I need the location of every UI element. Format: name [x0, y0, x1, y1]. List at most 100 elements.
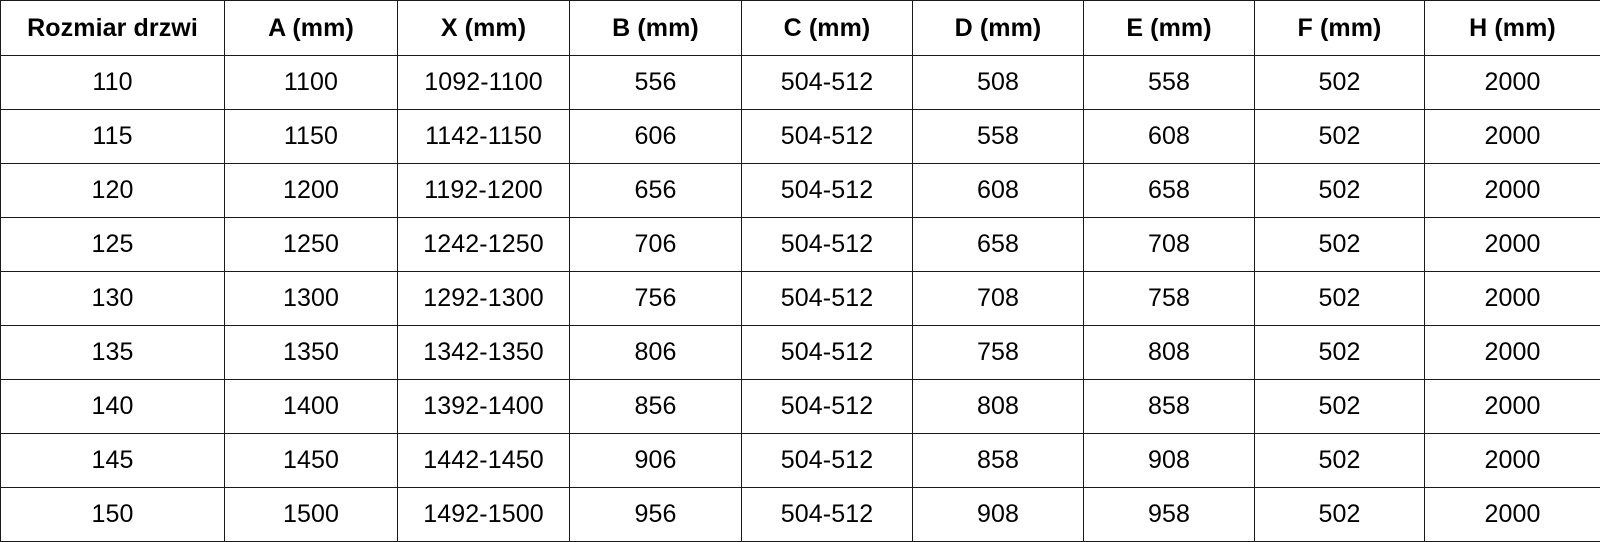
cell-e: 758: [1084, 272, 1255, 326]
cell-c: 504-512: [742, 272, 913, 326]
cell-h: 2000: [1425, 488, 1600, 542]
table-row: 140 1400 1392-1400 856 504-512 808 858 5…: [1, 380, 1600, 434]
cell-f: 502: [1255, 434, 1425, 488]
column-header-h: H (mm): [1425, 1, 1600, 56]
cell-d: 508: [913, 56, 1084, 110]
cell-b: 706: [570, 218, 742, 272]
cell-d: 558: [913, 110, 1084, 164]
cell-b: 906: [570, 434, 742, 488]
cell-h: 2000: [1425, 272, 1600, 326]
column-header-d: D (mm): [913, 1, 1084, 56]
cell-d: 608: [913, 164, 1084, 218]
cell-b: 856: [570, 380, 742, 434]
cell-d: 658: [913, 218, 1084, 272]
cell-c: 504-512: [742, 110, 913, 164]
cell-h: 2000: [1425, 164, 1600, 218]
column-header-e: E (mm): [1084, 1, 1255, 56]
table-header: Rozmiar drzwi A (mm) X (mm) B (mm) C (mm…: [1, 1, 1600, 56]
cell-h: 2000: [1425, 56, 1600, 110]
cell-rozmiar-drzwi: 140: [1, 380, 225, 434]
cell-d: 758: [913, 326, 1084, 380]
column-header-a: A (mm): [225, 1, 398, 56]
cell-rozmiar-drzwi: 150: [1, 488, 225, 542]
cell-a: 1500: [225, 488, 398, 542]
cell-d: 808: [913, 380, 1084, 434]
cell-f: 502: [1255, 488, 1425, 542]
cell-f: 502: [1255, 218, 1425, 272]
cell-f: 502: [1255, 326, 1425, 380]
cell-rozmiar-drzwi: 135: [1, 326, 225, 380]
column-header-c: C (mm): [742, 1, 913, 56]
cell-rozmiar-drzwi: 110: [1, 56, 225, 110]
cell-e: 908: [1084, 434, 1255, 488]
column-header-x: X (mm): [398, 1, 570, 56]
cell-a: 1150: [225, 110, 398, 164]
cell-h: 2000: [1425, 380, 1600, 434]
cell-rozmiar-drzwi: 120: [1, 164, 225, 218]
cell-c: 504-512: [742, 326, 913, 380]
table-row: 150 1500 1492-1500 956 504-512 908 958 5…: [1, 488, 1600, 542]
cell-d: 708: [913, 272, 1084, 326]
cell-rozmiar-drzwi: 130: [1, 272, 225, 326]
cell-b: 556: [570, 56, 742, 110]
cell-e: 858: [1084, 380, 1255, 434]
cell-f: 502: [1255, 164, 1425, 218]
table-row: 115 1150 1142-1150 606 504-512 558 608 5…: [1, 110, 1600, 164]
cell-e: 808: [1084, 326, 1255, 380]
cell-f: 502: [1255, 380, 1425, 434]
cell-d: 858: [913, 434, 1084, 488]
cell-rozmiar-drzwi: 115: [1, 110, 225, 164]
cell-a: 1350: [225, 326, 398, 380]
cell-b: 956: [570, 488, 742, 542]
cell-a: 1100: [225, 56, 398, 110]
cell-a: 1450: [225, 434, 398, 488]
cell-h: 2000: [1425, 218, 1600, 272]
cell-e: 658: [1084, 164, 1255, 218]
cell-e: 608: [1084, 110, 1255, 164]
table-header-row: Rozmiar drzwi A (mm) X (mm) B (mm) C (mm…: [1, 1, 1600, 56]
cell-c: 504-512: [742, 434, 913, 488]
cell-x: 1092-1100: [398, 56, 570, 110]
cell-c: 504-512: [742, 380, 913, 434]
cell-c: 504-512: [742, 56, 913, 110]
cell-f: 502: [1255, 56, 1425, 110]
cell-x: 1492-1500: [398, 488, 570, 542]
cell-b: 806: [570, 326, 742, 380]
cell-h: 2000: [1425, 110, 1600, 164]
cell-x: 1292-1300: [398, 272, 570, 326]
cell-e: 958: [1084, 488, 1255, 542]
cell-x: 1442-1450: [398, 434, 570, 488]
table-row: 135 1350 1342-1350 806 504-512 758 808 5…: [1, 326, 1600, 380]
cell-b: 756: [570, 272, 742, 326]
table-row: 130 1300 1292-1300 756 504-512 708 758 5…: [1, 272, 1600, 326]
cell-c: 504-512: [742, 164, 913, 218]
cell-b: 606: [570, 110, 742, 164]
cell-e: 708: [1084, 218, 1255, 272]
cell-b: 656: [570, 164, 742, 218]
cell-a: 1400: [225, 380, 398, 434]
cell-x: 1142-1150: [398, 110, 570, 164]
column-header-f: F (mm): [1255, 1, 1425, 56]
column-header-rozmiar-drzwi: Rozmiar drzwi: [1, 1, 225, 56]
cell-d: 908: [913, 488, 1084, 542]
cell-x: 1342-1350: [398, 326, 570, 380]
cell-x: 1242-1250: [398, 218, 570, 272]
cell-h: 2000: [1425, 434, 1600, 488]
cell-a: 1250: [225, 218, 398, 272]
table-body: 110 1100 1092-1100 556 504-512 508 558 5…: [1, 56, 1600, 542]
cell-x: 1192-1200: [398, 164, 570, 218]
cell-e: 558: [1084, 56, 1255, 110]
table-row: 120 1200 1192-1200 656 504-512 608 658 5…: [1, 164, 1600, 218]
column-header-b: B (mm): [570, 1, 742, 56]
cell-c: 504-512: [742, 488, 913, 542]
cell-h: 2000: [1425, 326, 1600, 380]
cell-f: 502: [1255, 272, 1425, 326]
table-row: 125 1250 1242-1250 706 504-512 658 708 5…: [1, 218, 1600, 272]
cell-rozmiar-drzwi: 125: [1, 218, 225, 272]
cell-rozmiar-drzwi: 145: [1, 434, 225, 488]
cell-x: 1392-1400: [398, 380, 570, 434]
cell-a: 1200: [225, 164, 398, 218]
cell-c: 504-512: [742, 218, 913, 272]
cell-a: 1300: [225, 272, 398, 326]
